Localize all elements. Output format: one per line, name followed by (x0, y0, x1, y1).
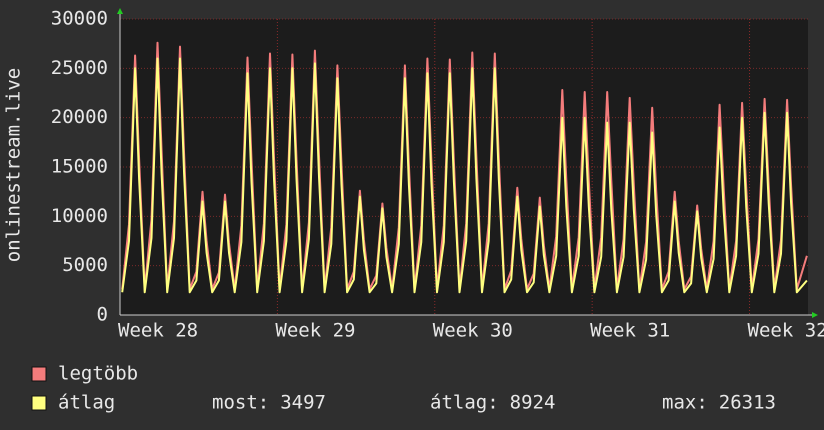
summary-label: átlag: (430, 392, 499, 414)
x-tick-label: Week 32 (748, 320, 824, 342)
summary-value: 26313 (719, 392, 776, 414)
lines (121, 41, 808, 294)
summary-value: 8924 (510, 392, 556, 414)
legend: legtöbb átlag most: 3497 átlag: 8924 max: 26313 (31, 363, 776, 414)
x-tick-label: Week 28 (118, 320, 198, 342)
y-tick-label: 25000 (51, 57, 108, 79)
summary-label: max: (662, 392, 708, 414)
legend-swatch (31, 395, 47, 411)
legend-swatch (31, 366, 47, 382)
summary-label: most: (212, 392, 269, 414)
series-line (121, 57, 808, 294)
x-tick-label: Week 29 (275, 320, 355, 342)
y-axis-label: onlinestream.live (3, 68, 25, 262)
y-tick-label: 15000 (51, 156, 108, 178)
x-tick-label: Week 31 (590, 320, 670, 342)
legend-label: legtöbb (58, 363, 138, 385)
y-tick-label: 5000 (62, 254, 108, 276)
y-tick-label: 0 (97, 304, 108, 326)
y-tick-label: 30000 (51, 8, 108, 30)
legend-label: átlag (58, 392, 115, 414)
y-arrow (117, 8, 123, 14)
y-tick-label: 10000 (51, 205, 108, 227)
x-tick-label: Week 30 (433, 320, 513, 342)
x-arrow (812, 312, 818, 318)
y-tick-label: 20000 (51, 106, 108, 128)
summary-value: 3497 (280, 392, 326, 414)
